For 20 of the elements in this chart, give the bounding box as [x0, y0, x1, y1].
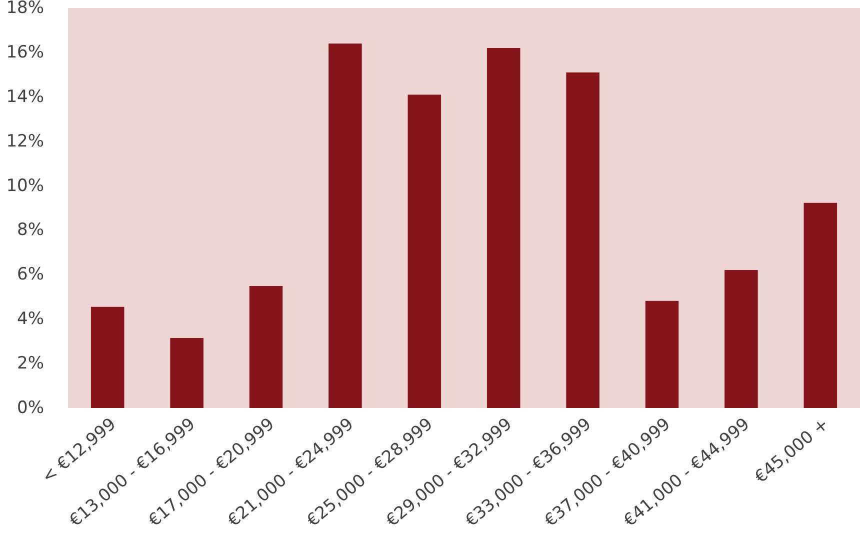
y-tick-label: 4%	[17, 309, 44, 330]
y-tick-label: 0%	[17, 398, 44, 418]
bar	[566, 72, 600, 408]
bar	[328, 44, 362, 408]
bar	[249, 286, 283, 408]
y-tick-label: 8%	[17, 220, 44, 240]
y-tick-label: 14%	[6, 86, 44, 107]
bar	[645, 300, 679, 408]
bar	[90, 306, 124, 408]
y-tick-label: 16%	[6, 42, 44, 62]
y-tick-label: 12%	[6, 131, 44, 152]
bar	[486, 48, 520, 408]
bar	[724, 270, 758, 408]
y-tick-label: 2%	[17, 354, 44, 374]
bar	[408, 94, 442, 408]
y-tick-label: 18%	[6, 0, 44, 18]
bar	[804, 202, 838, 408]
bar	[170, 338, 204, 408]
y-tick-label: 6%	[17, 264, 44, 285]
y-tick-label: 10%	[6, 176, 44, 196]
